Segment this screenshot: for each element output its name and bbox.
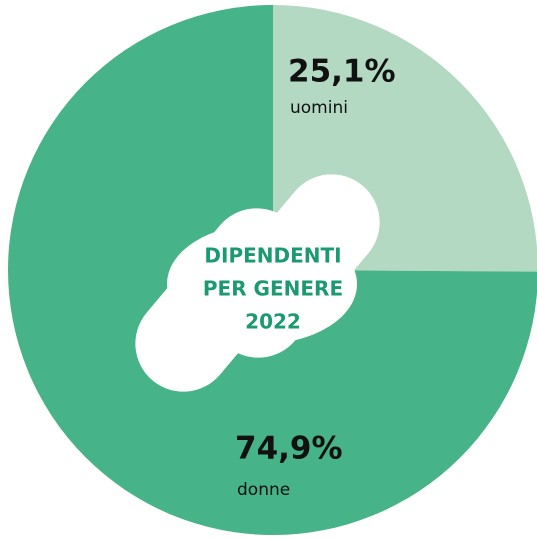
value-label: 25,1% [288, 54, 396, 90]
title-line: DIPENDENTI [204, 244, 341, 268]
center-cloud [135, 174, 380, 392]
title-line: PER GENERE [203, 277, 343, 301]
category-label: uomini [290, 98, 348, 118]
value-label: 74,9% [235, 431, 343, 467]
category-label: donne [237, 480, 290, 500]
title-line: 2022 [245, 310, 301, 334]
